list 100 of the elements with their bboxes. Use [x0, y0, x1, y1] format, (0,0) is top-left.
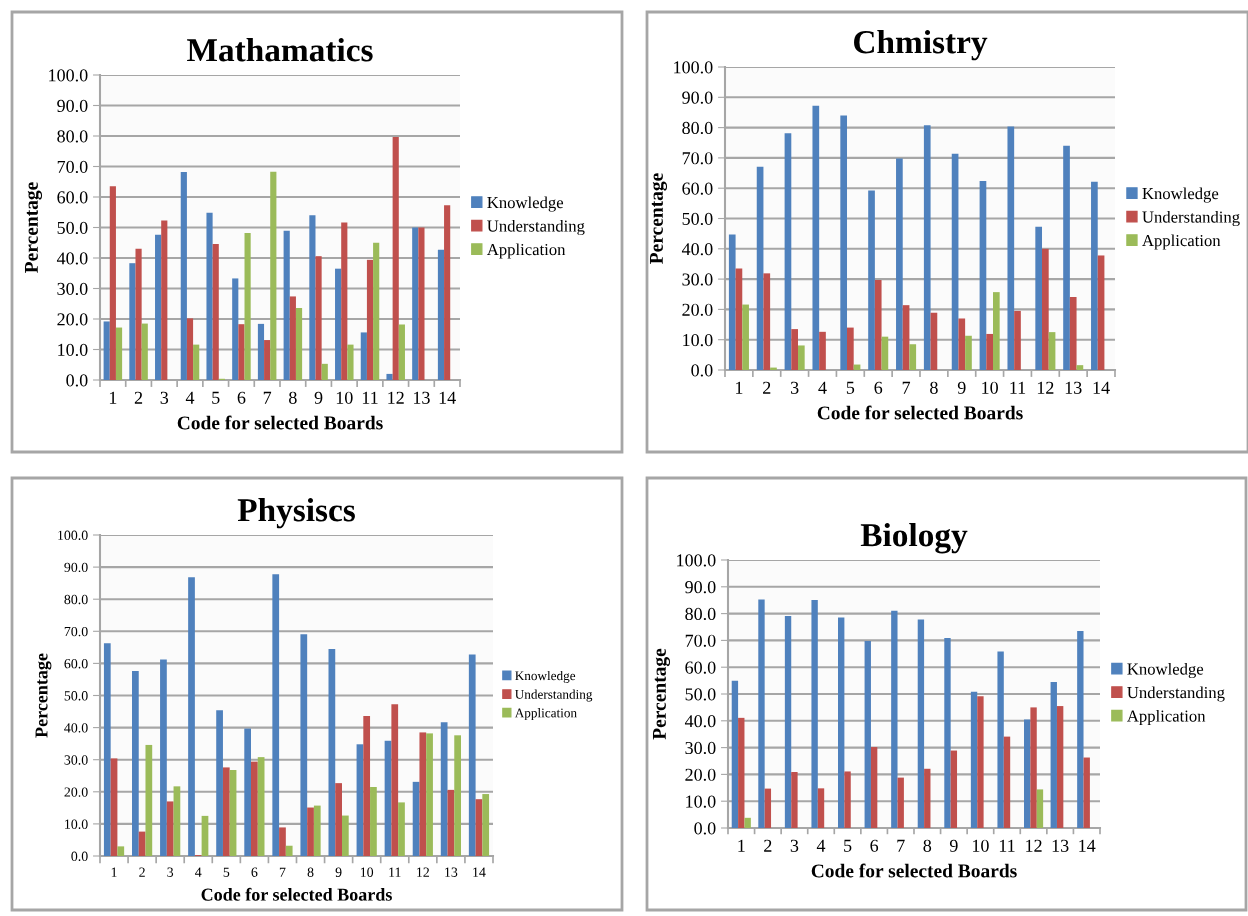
y-tick-label: 70.0 [685, 634, 716, 647]
bar [363, 716, 371, 856]
bar [1030, 707, 1037, 828]
y-tick-label: 10.0 [686, 795, 716, 808]
bar [419, 732, 427, 856]
bar [764, 788, 772, 828]
y-tick-label: 50.0 [685, 688, 716, 701]
bar [212, 243, 219, 380]
legend-label: Knowledge [487, 196, 564, 212]
bar [482, 794, 490, 856]
y-tick-label: 60.0 [685, 661, 716, 674]
bar [896, 158, 903, 370]
y-tick-label: 40.0 [681, 243, 713, 256]
bar [1048, 332, 1056, 370]
bar [728, 234, 736, 370]
y-tick-label: 90.0 [685, 581, 716, 594]
bar [742, 304, 749, 370]
bar [1083, 757, 1090, 828]
bar [341, 222, 348, 380]
bar [811, 599, 818, 828]
y-tick-label: 100.0 [58, 530, 88, 541]
bar [864, 640, 871, 828]
x-tick-label: 3 [790, 381, 799, 394]
y-axis-title: Percentage [24, 182, 43, 273]
bar [141, 323, 148, 380]
bar [812, 105, 820, 370]
bar [135, 248, 142, 380]
bar [289, 296, 296, 380]
bar [958, 318, 966, 370]
x-tick-label: 1 [109, 391, 117, 404]
x-tick-label: 11 [389, 867, 401, 877]
bar [917, 619, 925, 828]
bar [257, 323, 265, 380]
y-tick-label: 90.0 [57, 99, 88, 113]
x-tick-label: 3 [790, 839, 799, 852]
x-tick-label: 14 [1093, 381, 1110, 394]
bar [744, 817, 751, 828]
bar [232, 278, 239, 380]
bar [103, 321, 110, 380]
x-tick-label: 7 [263, 391, 272, 404]
x-axis-title: Code for selected Boards [817, 405, 1023, 420]
y-tick-label: 0.0 [71, 851, 88, 862]
bar [838, 617, 845, 828]
legend-label: Knowledge [1127, 662, 1204, 679]
y-tick-label: 30.0 [685, 741, 716, 755]
bar [797, 345, 805, 370]
legend-label: Understanding [1127, 686, 1225, 702]
y-tick-label: 50.0 [57, 221, 88, 235]
y-tick-label: 50.0 [682, 212, 713, 226]
bar [1014, 310, 1021, 370]
bar [997, 651, 1004, 828]
bar [283, 230, 290, 380]
bar [817, 788, 825, 828]
x-axis-title: Code for selected Boards [811, 863, 1017, 878]
x-tick-label: 5 [223, 867, 230, 877]
bar [313, 805, 321, 856]
bar [155, 234, 162, 380]
bar [970, 691, 978, 828]
y-tick-label: 30.0 [64, 755, 88, 765]
bar [950, 750, 958, 828]
x-tick-label: 10 [336, 391, 353, 404]
y-tick-label: 40.0 [64, 723, 88, 733]
bar [272, 574, 280, 856]
y-tick-label: 20.0 [64, 787, 88, 797]
bar [1035, 226, 1043, 370]
legend-label: Knowledge [1142, 187, 1219, 203]
y-axis-title: Percentage [649, 173, 668, 264]
y-tick-label: 90.0 [64, 562, 88, 573]
x-tick-label: 11 [1010, 381, 1026, 394]
y-tick-label: 30.0 [682, 273, 713, 286]
bar [951, 153, 959, 370]
chart-title: Mathamatics [187, 37, 373, 62]
y-tick-label: 60.0 [64, 658, 88, 669]
bar [731, 680, 739, 828]
bar [347, 344, 354, 380]
bar [244, 232, 251, 380]
y-tick-label: 10.0 [683, 333, 713, 347]
x-tick-label: 5 [844, 839, 852, 852]
legend-label: Knowledge [515, 670, 576, 683]
bar [1069, 296, 1077, 370]
bar [295, 308, 303, 380]
x-tick-label: 12 [1026, 839, 1042, 852]
x-tick-label: 1 [738, 839, 745, 852]
x-tick-label: 12 [417, 867, 429, 877]
bar [307, 807, 314, 856]
bar [370, 786, 377, 856]
bar [186, 318, 194, 380]
bar [392, 136, 399, 380]
x-tick-label: 6 [874, 381, 883, 394]
chart-title: Physiscs [237, 497, 355, 529]
bar [992, 292, 1000, 370]
x-tick-label: 2 [764, 839, 772, 852]
x-tick-label: 13 [445, 867, 458, 877]
bar [160, 659, 167, 856]
bar [819, 331, 826, 370]
x-tick-label: 5 [846, 381, 855, 394]
bar [206, 212, 213, 380]
y-tick-label: 80.0 [57, 130, 88, 143]
bar [188, 577, 195, 856]
bar [847, 327, 854, 370]
